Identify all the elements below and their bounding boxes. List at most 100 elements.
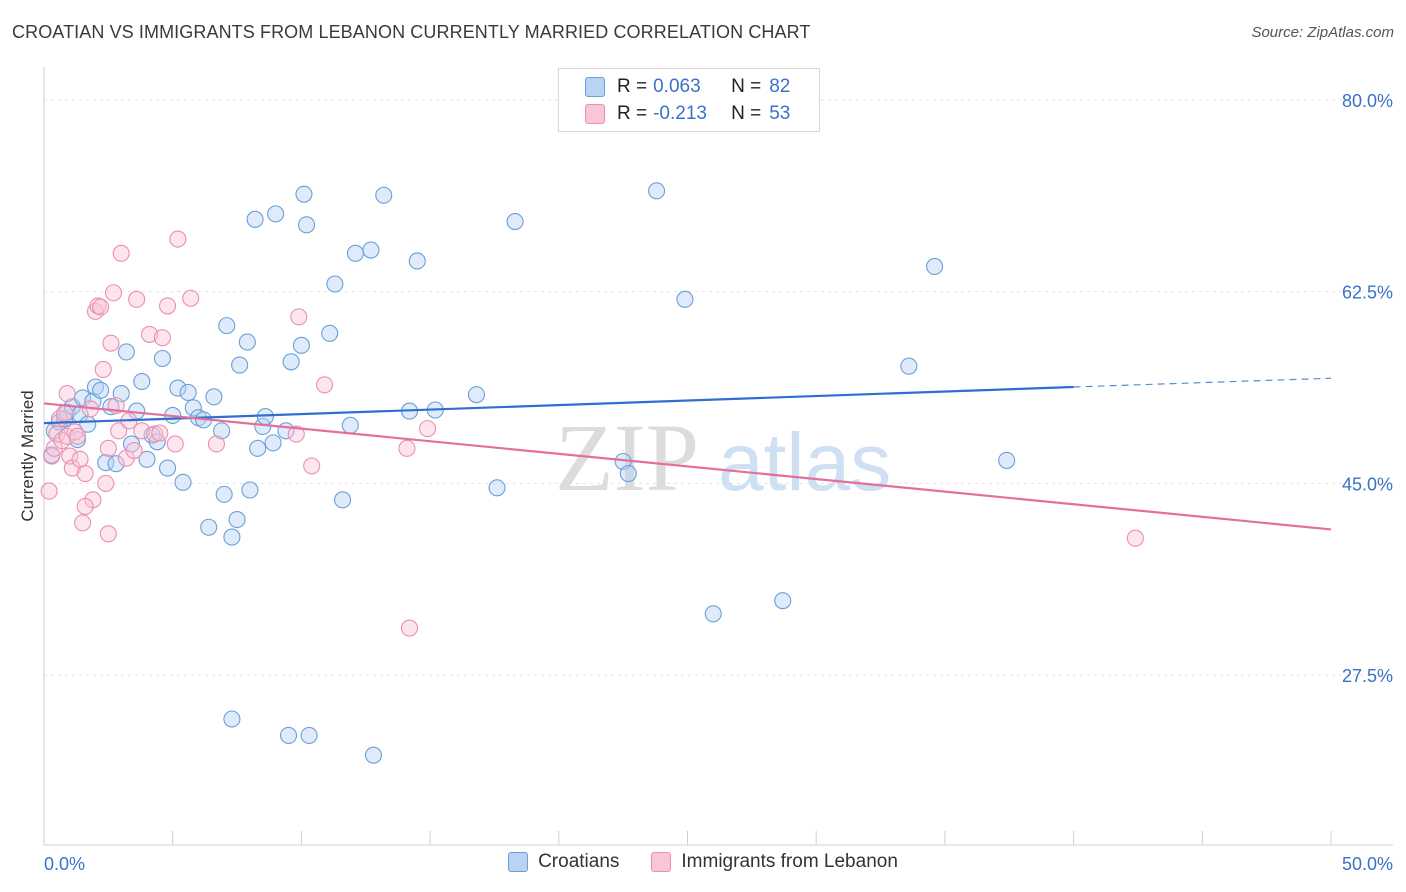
point-lebanon bbox=[110, 422, 128, 440]
legend-swatch-lebanon bbox=[651, 852, 672, 872]
point-croatians bbox=[467, 386, 485, 404]
point-lebanon bbox=[76, 497, 94, 515]
point-croatians bbox=[292, 336, 310, 354]
trend-lebanon bbox=[43, 402, 1332, 531]
y-tick-label: 27.5% bbox=[1342, 666, 1393, 686]
point-lebanon bbox=[166, 435, 184, 453]
point-croatians bbox=[321, 324, 339, 342]
point-croatians bbox=[174, 473, 192, 491]
stats-legend: R = 0.063 N = 82 R = -0.213 N = 53 bbox=[558, 68, 820, 132]
point-croatians bbox=[648, 182, 666, 200]
point-croatians bbox=[408, 252, 426, 270]
point-croatians bbox=[184, 399, 202, 417]
point-lebanon bbox=[102, 334, 120, 352]
point-croatians bbox=[297, 216, 316, 234]
point-lebanon bbox=[153, 329, 171, 347]
gridlines bbox=[44, 99, 1393, 676]
legend-r-lebanon: -0.213 bbox=[653, 103, 707, 124]
point-lebanon bbox=[104, 284, 123, 302]
point-croatians bbox=[241, 481, 259, 499]
point-croatians bbox=[169, 379, 187, 397]
point-croatians bbox=[346, 244, 365, 262]
point-lebanon bbox=[1126, 529, 1144, 547]
point-lebanon bbox=[207, 435, 226, 453]
legend-item-lebanon[interactable]: Immigrants from Lebanon bbox=[651, 851, 898, 873]
legend-n-label: N = bbox=[731, 76, 762, 97]
legend-n-lebanon: 53 bbox=[769, 103, 791, 124]
x-tick-label: 50.0% bbox=[1342, 854, 1393, 874]
point-croatians bbox=[704, 605, 722, 623]
point-croatians bbox=[334, 491, 352, 509]
tick-labels: 80.0% 62.5% 45.0% 27.5% 0.0% 50.0% bbox=[44, 91, 1393, 874]
point-lebanon bbox=[400, 619, 419, 637]
point-croatians bbox=[223, 710, 241, 728]
point-lebanon bbox=[287, 425, 305, 443]
point-croatians bbox=[231, 356, 249, 374]
y-tick-label: 80.0% bbox=[1342, 91, 1393, 111]
point-croatians bbox=[200, 518, 218, 536]
point-croatians bbox=[179, 383, 197, 402]
legend-n-croatians: 82 bbox=[769, 76, 791, 97]
point-croatians bbox=[86, 378, 105, 396]
legend-swatch-lebanon bbox=[585, 104, 605, 124]
point-lebanon bbox=[58, 385, 76, 403]
point-croatians bbox=[998, 451, 1016, 469]
legend-r-label: R = bbox=[617, 103, 648, 124]
legend-item-croatians[interactable]: Croatians bbox=[508, 851, 619, 873]
point-croatians bbox=[774, 592, 792, 610]
point-croatians bbox=[117, 343, 135, 361]
point-croatians bbox=[228, 511, 246, 529]
point-lebanon bbox=[290, 308, 308, 326]
point-lebanon bbox=[97, 474, 115, 492]
point-lebanon bbox=[303, 457, 321, 475]
trend-croatians-extension bbox=[1073, 377, 1332, 388]
point-croatians bbox=[364, 746, 383, 764]
point-lebanon bbox=[133, 422, 151, 440]
point-lebanon bbox=[40, 482, 58, 500]
point-lebanon bbox=[68, 427, 87, 445]
point-lebanon bbox=[316, 376, 334, 394]
point-croatians bbox=[138, 450, 156, 468]
point-lebanon bbox=[418, 420, 437, 438]
point-croatians bbox=[249, 439, 267, 457]
point-lebanon bbox=[74, 514, 92, 532]
legend-row-croatians: R = 0.063 N = 82 bbox=[585, 74, 790, 100]
point-lebanon bbox=[125, 441, 143, 460]
point-lebanon bbox=[140, 325, 159, 343]
source-label: Source: ZipAtlas.com bbox=[1251, 24, 1394, 41]
legend-r-croatians: 0.063 bbox=[653, 76, 701, 97]
legend-swatch-croatians bbox=[585, 77, 605, 97]
point-lebanon bbox=[182, 289, 200, 307]
point-croatians bbox=[159, 459, 177, 477]
point-lebanon bbox=[56, 404, 74, 422]
point-lebanon bbox=[146, 425, 164, 443]
legend-label-lebanon: Immigrants from Lebanon bbox=[681, 851, 898, 872]
legend-n-label: N = bbox=[731, 103, 762, 124]
trend-croatians bbox=[43, 385, 1074, 425]
point-croatians bbox=[205, 388, 223, 406]
point-lebanon bbox=[99, 525, 117, 543]
point-lebanon bbox=[169, 230, 187, 248]
point-croatians bbox=[92, 381, 110, 399]
y-tick-label: 62.5% bbox=[1342, 283, 1393, 303]
point-croatians bbox=[506, 212, 524, 231]
chart-title: CROATIAN VS IMMIGRANTS FROM LEBANON CURR… bbox=[12, 22, 811, 42]
x-tick-label: 0.0% bbox=[44, 854, 85, 874]
point-lebanon bbox=[92, 298, 110, 316]
point-lebanon bbox=[94, 360, 112, 379]
point-croatians bbox=[279, 726, 298, 744]
series-croatians bbox=[43, 182, 1016, 764]
point-croatians bbox=[300, 726, 318, 744]
point-lebanon bbox=[159, 297, 177, 315]
point-croatians bbox=[341, 416, 359, 434]
point-croatians bbox=[213, 422, 231, 440]
point-croatians bbox=[488, 479, 506, 497]
watermark: ZIP atlas bbox=[555, 404, 891, 511]
point-croatians bbox=[223, 528, 241, 546]
legend-row-lebanon: R = -0.213 N = 53 bbox=[585, 101, 790, 127]
point-croatians bbox=[264, 434, 282, 452]
y-tick-label: 45.0% bbox=[1342, 474, 1393, 494]
point-croatians bbox=[926, 257, 944, 276]
point-lebanon bbox=[76, 465, 94, 483]
